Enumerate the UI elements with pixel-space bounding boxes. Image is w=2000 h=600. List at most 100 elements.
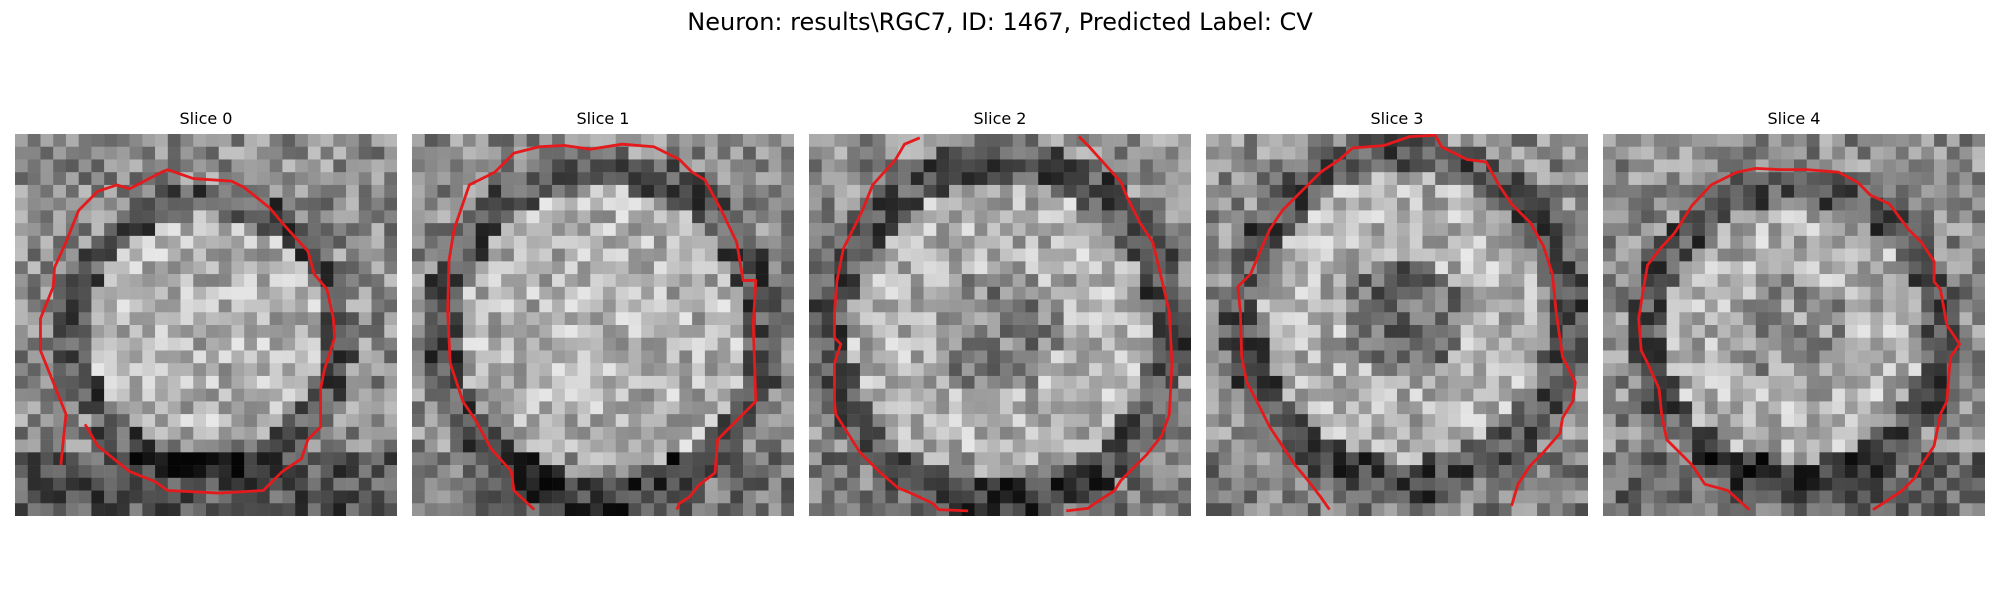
pixel xyxy=(346,172,360,186)
pixel xyxy=(1704,134,1718,147)
pixel xyxy=(1692,401,1706,415)
pixel xyxy=(1768,490,1782,504)
pixel xyxy=(1140,325,1154,338)
pixel xyxy=(1127,426,1141,440)
pixel xyxy=(1140,388,1154,402)
pixel xyxy=(974,401,988,415)
pixel xyxy=(412,439,425,453)
pixel xyxy=(1692,184,1706,198)
pixel xyxy=(371,465,385,479)
pixel xyxy=(1178,248,1191,262)
pixel xyxy=(552,286,566,300)
slice-2-image xyxy=(809,134,1191,516)
pixel xyxy=(269,477,283,491)
pixel xyxy=(193,312,207,326)
pixel xyxy=(475,248,489,262)
pixel xyxy=(1435,452,1449,466)
pixel xyxy=(1269,503,1283,516)
pixel xyxy=(821,274,835,288)
pixel xyxy=(704,312,718,326)
pixel xyxy=(78,375,92,389)
pixel xyxy=(501,363,515,377)
pixel xyxy=(898,490,912,504)
pixel xyxy=(730,312,744,326)
pixel xyxy=(1628,146,1642,160)
pixel xyxy=(1679,465,1693,479)
pixel xyxy=(1422,274,1436,288)
pixel xyxy=(1603,210,1616,224)
pixel xyxy=(1063,172,1077,186)
pixel xyxy=(590,337,604,351)
pixel xyxy=(1819,299,1833,313)
pixel xyxy=(488,414,502,428)
pixel xyxy=(437,452,451,466)
pixel xyxy=(358,452,372,466)
pixel xyxy=(1460,388,1474,402)
pixel xyxy=(730,426,744,440)
pixel xyxy=(1692,312,1706,326)
pixel xyxy=(1114,439,1128,453)
pixel xyxy=(307,439,321,453)
pixel xyxy=(692,388,706,402)
pixel xyxy=(1844,490,1858,504)
pixel xyxy=(730,134,744,147)
pixel xyxy=(1628,337,1642,351)
pixel xyxy=(1089,426,1103,440)
pixel xyxy=(1972,248,1985,262)
pixel xyxy=(834,172,848,186)
pixel xyxy=(1486,274,1500,288)
pixel xyxy=(910,172,924,186)
pixel xyxy=(526,261,540,275)
pixel xyxy=(1282,223,1296,237)
pixel xyxy=(821,350,835,364)
pixel xyxy=(603,465,616,479)
pixel xyxy=(193,477,207,491)
pixel xyxy=(628,465,642,479)
pixel xyxy=(1295,159,1309,173)
pixel xyxy=(1358,388,1372,402)
pixel xyxy=(1050,172,1064,186)
pixel xyxy=(743,350,757,364)
pixel xyxy=(847,274,861,288)
pixel xyxy=(437,223,451,237)
pixel xyxy=(1256,146,1270,160)
pixel xyxy=(155,172,169,186)
pixel xyxy=(1206,223,1219,237)
pixel xyxy=(1615,134,1629,147)
pixel xyxy=(1063,325,1077,338)
pixel xyxy=(834,146,848,160)
pixel xyxy=(1384,375,1398,389)
pixel xyxy=(104,172,118,186)
pixel xyxy=(781,414,794,428)
pixel xyxy=(1511,159,1525,173)
pixel xyxy=(872,299,886,313)
pixel xyxy=(1397,325,1410,338)
pixel xyxy=(847,414,861,428)
pixel xyxy=(987,134,1001,147)
pixel xyxy=(1844,274,1858,288)
pixel xyxy=(910,477,924,491)
pixel xyxy=(1295,439,1309,453)
pixel xyxy=(539,197,553,211)
pixel xyxy=(1832,490,1846,504)
pixel xyxy=(1498,274,1512,288)
pixel xyxy=(1038,286,1052,300)
pixel xyxy=(961,388,975,402)
pixel xyxy=(1346,159,1360,173)
pixel xyxy=(1244,337,1258,351)
pixel xyxy=(462,261,476,275)
pixel xyxy=(1934,439,1948,453)
pixel xyxy=(717,350,731,364)
pixel xyxy=(704,350,718,364)
pixel xyxy=(206,248,219,262)
pixel xyxy=(27,235,41,249)
pixel xyxy=(1422,312,1436,326)
pixel xyxy=(1012,490,1026,504)
pixel xyxy=(961,159,975,173)
pixel xyxy=(218,146,232,160)
pixel xyxy=(1063,363,1077,377)
pixel xyxy=(333,184,347,198)
pixel xyxy=(371,388,385,402)
pixel xyxy=(1498,350,1512,364)
pixel xyxy=(1178,350,1191,364)
